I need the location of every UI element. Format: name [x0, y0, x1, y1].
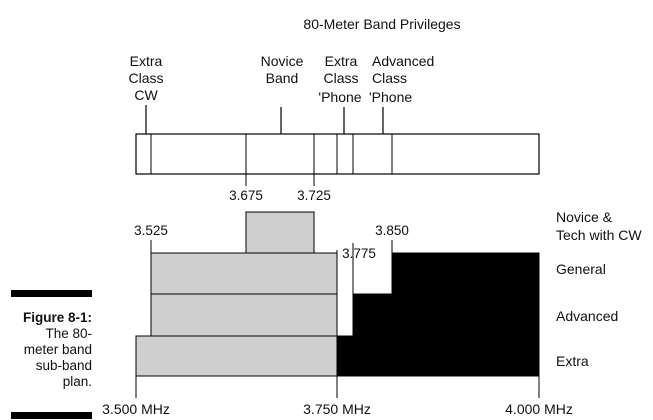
novice-cw-segment: [245, 211, 315, 254]
freq-label-3850: 3.850: [375, 223, 409, 238]
svg-text:Novice &: Novice &: [556, 209, 613, 225]
axis-label-end: 4.000 MHz: [505, 401, 573, 417]
svg-text:'Phone: 'Phone: [369, 89, 412, 105]
svg-text:Class: Class: [128, 70, 163, 86]
svg-text:Class: Class: [372, 70, 407, 86]
advanced-cw-segment: [150, 293, 338, 337]
extra-cw-segment: [135, 335, 338, 377]
row-label-novice-tech: Novice & Tech with CW: [556, 209, 642, 243]
caption-line: The 80-: [45, 326, 92, 341]
caption-line: plan.: [62, 374, 92, 389]
row-label-advanced: Advanced: [556, 308, 618, 324]
general-cw-segment: [150, 252, 338, 295]
row-label-general: General: [556, 261, 606, 277]
axis-label-mid: 3.750 MHz: [303, 401, 371, 417]
label-novice-band: Novice Band: [261, 53, 304, 86]
extra-phone-segment: [336, 335, 540, 377]
freq-label-3675: 3.675: [229, 188, 263, 203]
band-overview-bar: [135, 133, 540, 175]
svg-text:Extra: Extra: [325, 53, 358, 69]
freq-label-3775: 3.775: [342, 246, 376, 261]
freq-label-3525: 3.525: [134, 223, 168, 238]
label-advanced-class-phone: Advanced Class 'Phone: [369, 53, 434, 105]
figure-caption: Figure 8-1: The 80- meter band sub-band …: [0, 310, 92, 390]
svg-text:Tech with CW: Tech with CW: [556, 227, 642, 243]
advanced-phone-segment: [352, 293, 540, 337]
axis-label-start: 3.500 MHz: [102, 401, 170, 417]
svg-text:Advanced: Advanced: [372, 53, 434, 69]
svg-text:CW: CW: [134, 87, 158, 103]
general-phone-segment: [391, 252, 540, 295]
caption-top-rule: [11, 290, 92, 297]
freq-label-3725: 3.725: [297, 188, 331, 203]
svg-text:Class: Class: [323, 70, 358, 86]
caption-bottom-rule: [11, 412, 92, 419]
svg-text:Extra: Extra: [130, 53, 163, 69]
caption-line: sub-band: [35, 358, 92, 373]
label-extra-class-phone: Extra Class 'Phone: [318, 53, 361, 105]
svg-text:Band: Band: [266, 70, 299, 86]
diagram-title: 80-Meter Band Privileges: [303, 16, 460, 32]
caption-line: meter band: [23, 342, 92, 357]
svg-text:'Phone: 'Phone: [318, 89, 361, 105]
caption-title: Figure 8-1:: [22, 310, 92, 325]
label-extra-class-cw: Extra Class CW: [128, 53, 163, 103]
svg-text:Novice: Novice: [261, 53, 304, 69]
row-label-extra: Extra: [556, 353, 589, 369]
